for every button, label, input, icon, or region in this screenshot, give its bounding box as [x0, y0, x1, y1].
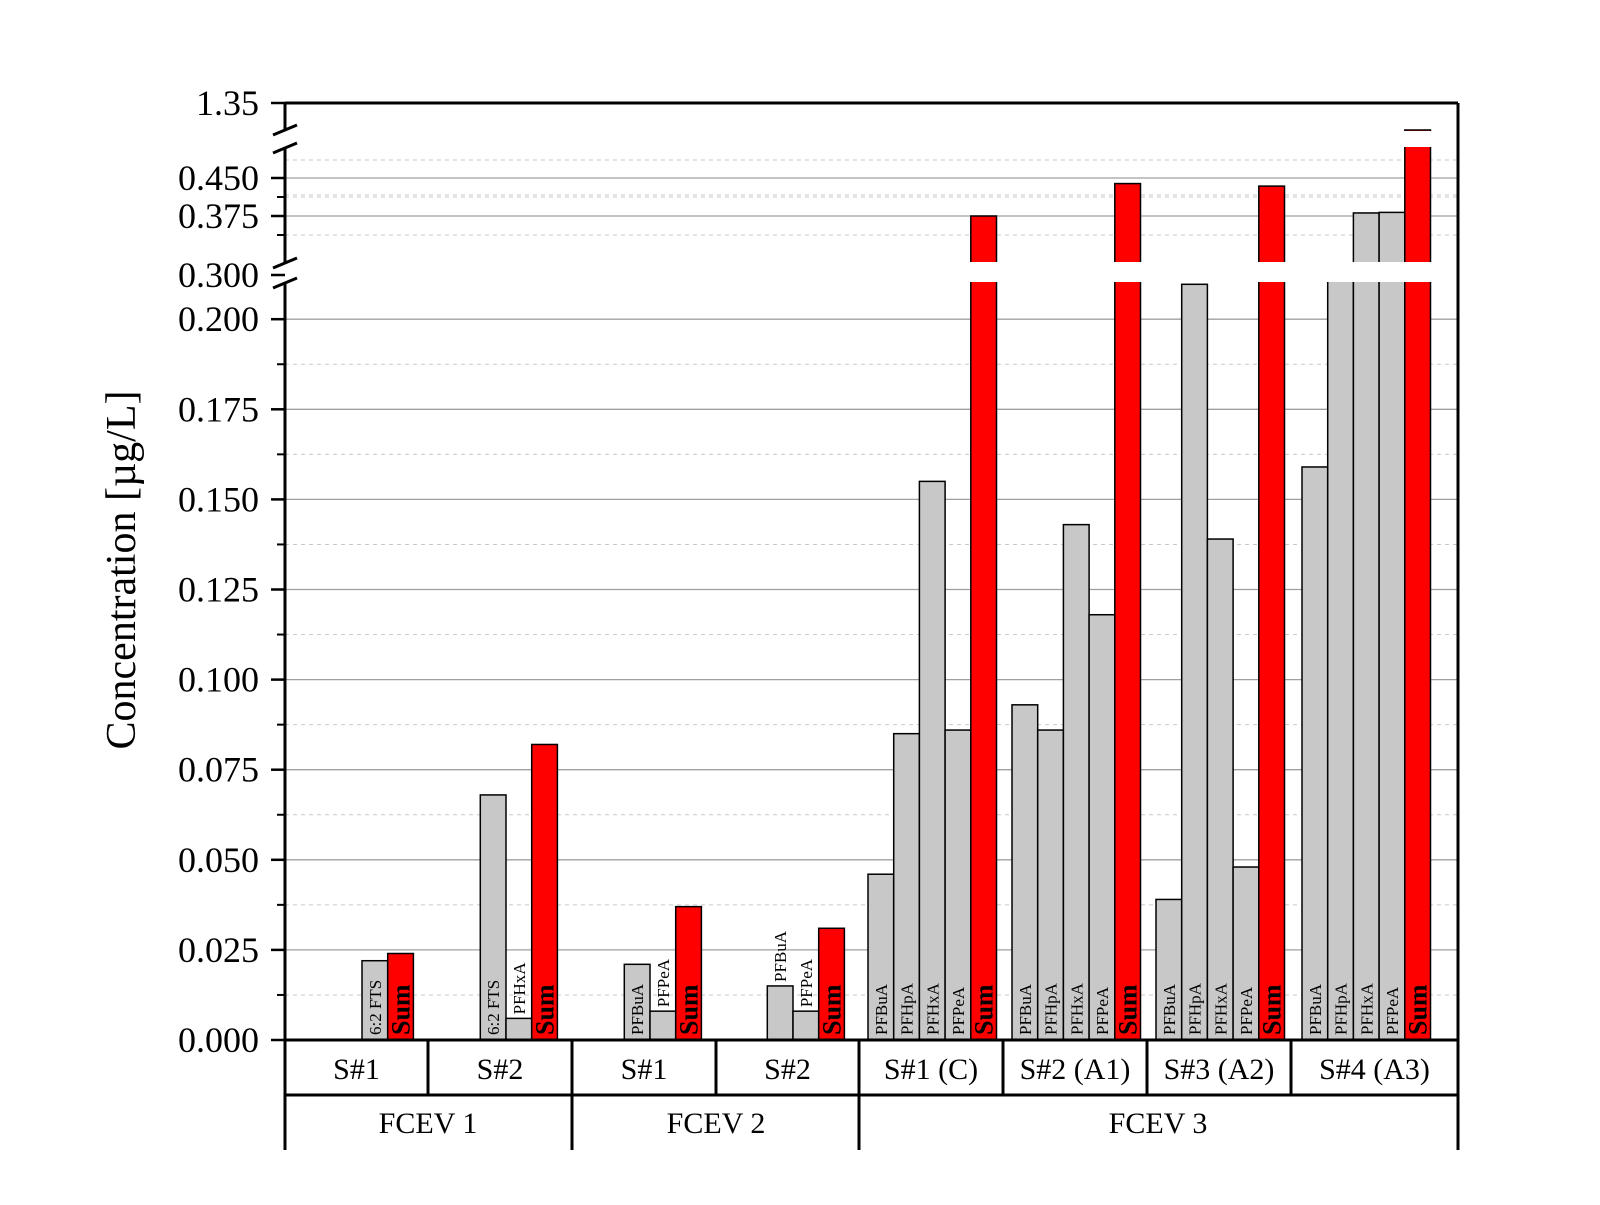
sample-label: S#3 (A2) — [1164, 1053, 1275, 1086]
bar — [623, 963, 651, 1041]
bar — [1180, 283, 1209, 1041]
bar — [1258, 185, 1286, 1041]
bar — [1352, 212, 1380, 1041]
bar — [1378, 211, 1406, 1041]
bar-label: PFBuA — [628, 983, 647, 1035]
bar — [1326, 275, 1355, 1041]
bar — [386, 952, 415, 1041]
bar-label: PFPeA — [1093, 986, 1112, 1035]
bar-label: PFHxA — [1357, 982, 1376, 1035]
bar-label: PFHxA — [510, 962, 529, 1015]
y-tick-label: 0.100 — [178, 660, 259, 700]
y-tick-label: 0.150 — [178, 479, 259, 519]
axis-break-gap — [280, 262, 1460, 282]
axis-break-mark — [272, 123, 298, 137]
bar-label: PFHxA — [1211, 982, 1230, 1035]
bar-label: PFBuA — [771, 930, 790, 982]
bar-label: PFHpA — [898, 982, 917, 1035]
sample-label: S#1 (C) — [884, 1053, 978, 1086]
bar-label: Sum — [1404, 984, 1433, 1035]
bar — [918, 480, 946, 1041]
group-label: FCEV 1 — [379, 1107, 478, 1140]
axis-break-mark — [272, 141, 298, 155]
y-tick-label: 1.35 — [196, 83, 259, 123]
bar — [1206, 538, 1234, 1041]
axis-break-mark — [272, 256, 298, 270]
bar-label: 6:2 FTS — [366, 980, 385, 1035]
bar-label: PFHxA — [923, 982, 942, 1035]
bar-label: Sum — [387, 984, 416, 1035]
sample-label: S#2 (A1) — [1020, 1053, 1131, 1086]
group-label: FCEV 3 — [1109, 1107, 1208, 1140]
bar — [505, 1017, 533, 1041]
bar-label: Sum — [970, 984, 999, 1035]
axis-break-gap — [280, 128, 305, 148]
bar-label: 6:2 FTS — [484, 980, 503, 1035]
bar — [1114, 182, 1142, 1041]
bar — [361, 959, 389, 1041]
bar — [867, 873, 895, 1041]
bar — [674, 905, 703, 1041]
group-label: FCEV 2 — [667, 1107, 766, 1140]
bar-label: Sum — [675, 984, 704, 1035]
bar-label: PFBuA — [872, 983, 891, 1035]
sample-label: S#2 — [764, 1053, 811, 1086]
bar-label: PFPeA — [654, 958, 673, 1007]
bar-label: PFBuA — [1160, 983, 1179, 1035]
y-axis: 0.000 0.025 0.050 0.075 0.100 0.125 0.150 0.175… — [178, 83, 285, 1060]
bar-label: PFBuA — [1016, 983, 1035, 1035]
bar-label: PFHpA — [1332, 982, 1351, 1035]
bar — [970, 215, 998, 1041]
sample-label: S#1 — [621, 1053, 668, 1086]
bar-label: PFHxA — [1067, 982, 1086, 1035]
bar-label: PFBuA — [1306, 983, 1325, 1035]
category-axis: S#1 S#2 S#1 S#2 S#1 (C) S#2 (A1) S#3 (A2) S#4 (… — [283, 1040, 1460, 1150]
bar-label: PFPeA — [1383, 986, 1402, 1035]
y-tick-label: 0.375 — [178, 196, 259, 236]
plot-frame — [272, 101, 1460, 1042]
bar — [1088, 613, 1116, 1041]
bar — [1301, 466, 1329, 1041]
bar-label: Sum — [818, 984, 847, 1035]
y-tick-label: 0.300 — [178, 255, 259, 295]
y-tick-label: 0.175 — [178, 389, 259, 429]
bar-label: PFPeA — [949, 986, 968, 1035]
bar-label: PFHpA — [1042, 982, 1061, 1035]
axis-break-gap — [1395, 131, 1459, 147]
bar — [530, 743, 559, 1041]
bar-label: Sum — [1114, 984, 1143, 1035]
y-tick-label: 0.000 — [178, 1020, 259, 1060]
bar-label: PFPeA — [1237, 986, 1256, 1035]
bar-label: Sum — [531, 984, 560, 1035]
y-tick-label: 0.050 — [178, 840, 259, 880]
bar-label: PFPeA — [797, 958, 816, 1007]
axis-break-mark — [272, 276, 298, 290]
bar-label: PFHpA — [1186, 982, 1205, 1035]
bar — [479, 794, 507, 1041]
y-tick-label: 0.075 — [178, 750, 259, 790]
sample-label: S#4 (A3) — [1319, 1053, 1430, 1086]
bar-label: Sum — [1258, 984, 1287, 1035]
sample-label: S#1 — [333, 1053, 380, 1086]
bar — [792, 1010, 820, 1041]
y-tick-label: 0.025 — [178, 930, 259, 970]
sample-label: S#2 — [477, 1053, 524, 1086]
bar — [766, 985, 794, 1041]
bar — [649, 1010, 677, 1041]
y-tick-label: 0.450 — [178, 158, 259, 198]
y-tick-label: 0.200 — [178, 299, 259, 339]
bar — [1062, 523, 1090, 1041]
y-tick-label: 0.125 — [178, 570, 259, 610]
y-axis-label: Concentration [µg/L] — [99, 391, 145, 750]
